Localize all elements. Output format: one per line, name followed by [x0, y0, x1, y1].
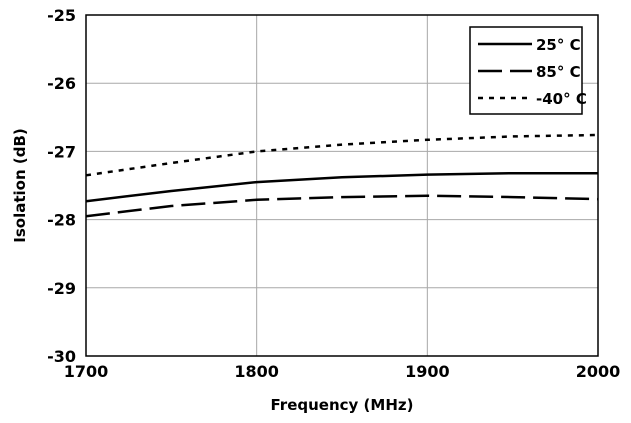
x-tick-label: 1800 — [234, 362, 279, 381]
y-tick-label: -30 — [47, 347, 76, 366]
y-tick-label: -28 — [47, 211, 76, 230]
plot-frame — [85, 14, 599, 357]
series-line — [85, 194, 599, 218]
series-line — [85, 171, 598, 203]
x-tick-label: 1700 — [64, 362, 109, 381]
y-tick-label: -27 — [47, 142, 76, 161]
tick-labels: 1700 1800 1900 2000 -30 -29 -28 -27 -26 -25 — [47, 6, 620, 381]
x-axis-label: Frequency (MHz) — [271, 396, 414, 414]
y-axis-label: Isolation (dB) — [11, 128, 29, 242]
legend-label: 85° C — [536, 63, 581, 81]
series-line — [85, 133, 599, 177]
y-tick-label: -26 — [47, 74, 76, 93]
series-lines — [85, 133, 599, 218]
legend: 25° C 85° C -40° C — [469, 26, 587, 115]
x-tick-label: 2000 — [576, 362, 621, 381]
legend-label: 25° C — [536, 36, 581, 54]
y-tick-label: -25 — [47, 6, 76, 25]
legend-label: -40° C — [536, 90, 587, 108]
x-tick-label: 1900 — [405, 362, 450, 381]
grid — [86, 15, 598, 356]
y-tick-label: -29 — [47, 279, 76, 298]
